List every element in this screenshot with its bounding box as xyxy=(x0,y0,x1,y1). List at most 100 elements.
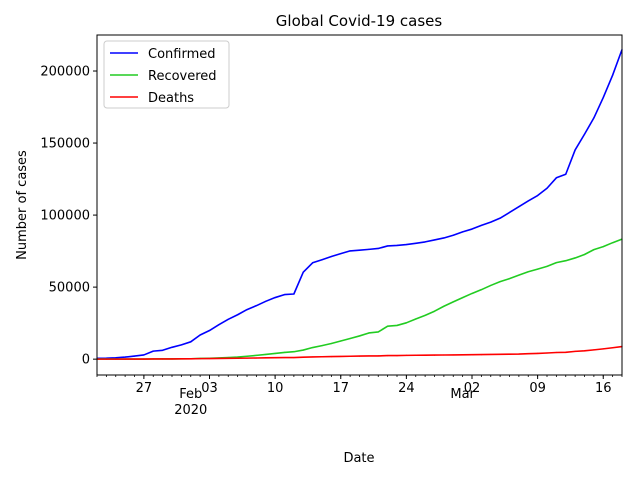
x-tick-label: 17 xyxy=(332,381,349,396)
chart-title: Global Covid-19 cases xyxy=(276,12,443,30)
x-tick-label: 09 xyxy=(529,381,546,396)
data-point-deaths xyxy=(227,357,229,359)
data-point-deaths xyxy=(208,357,211,360)
x-tick-label: 27 xyxy=(136,381,153,396)
data-point-deaths xyxy=(480,354,482,356)
x-tick-label: 24 xyxy=(398,381,415,396)
legend-label-deaths: Deaths xyxy=(148,91,194,106)
data-point-deaths xyxy=(265,357,267,359)
data-point-recovered xyxy=(387,325,389,327)
data-point-deaths xyxy=(283,356,286,359)
data-point-recovered xyxy=(518,274,520,276)
data-point-confirmed xyxy=(368,248,370,250)
data-point-deaths xyxy=(358,355,361,357)
data-point-confirmed xyxy=(340,253,342,255)
data-point-deaths xyxy=(377,355,379,357)
x-tick-label: 02 xyxy=(464,381,481,396)
data-point-confirmed xyxy=(462,231,464,233)
data-point-deaths xyxy=(105,358,107,360)
x-tick-label: 03 xyxy=(201,381,218,396)
data-point-recovered xyxy=(237,356,239,358)
data-point-recovered xyxy=(433,310,436,312)
data-point-recovered xyxy=(508,278,511,280)
data-point-recovered xyxy=(499,281,501,283)
data-point-recovered xyxy=(340,340,342,342)
data-point-recovered xyxy=(555,262,557,264)
data-point-deaths xyxy=(415,354,417,356)
data-point-deaths xyxy=(490,353,492,356)
data-point-deaths xyxy=(312,356,314,358)
data-point-confirmed xyxy=(190,341,192,343)
data-point-deaths xyxy=(246,357,248,359)
data-point-recovered xyxy=(312,346,314,349)
data-point-recovered xyxy=(471,292,473,295)
data-point-confirmed xyxy=(527,200,529,202)
data-point-confirmed xyxy=(565,173,567,175)
data-point-confirmed xyxy=(162,349,164,351)
data-point-recovered xyxy=(321,345,323,347)
data-point-confirmed xyxy=(152,350,154,352)
x-axis-title: Date xyxy=(343,451,374,466)
data-point-recovered xyxy=(452,301,454,303)
legend-label-recovered: Recovered xyxy=(148,69,217,84)
data-point-deaths xyxy=(171,358,173,360)
data-point-recovered xyxy=(415,318,417,320)
data-point-deaths xyxy=(180,358,182,360)
data-point-deaths xyxy=(368,355,370,357)
data-point-confirmed xyxy=(293,293,295,295)
data-point-recovered xyxy=(274,352,276,355)
data-point-confirmed xyxy=(255,305,257,307)
data-point-confirmed xyxy=(377,247,379,250)
data-point-deaths xyxy=(602,348,604,350)
data-point-recovered xyxy=(246,355,248,357)
data-point-deaths xyxy=(190,358,192,360)
data-point-deaths xyxy=(237,357,239,359)
data-point-recovered xyxy=(377,331,379,333)
data-point-confirmed xyxy=(508,211,511,214)
y-axis: 0 50000 100000 150000 200000 xyxy=(40,65,97,368)
data-point-deaths xyxy=(143,358,145,360)
data-point-deaths xyxy=(152,358,154,360)
data-point-deaths xyxy=(518,353,520,355)
data-point-deaths xyxy=(583,350,586,352)
data-point-confirmed xyxy=(133,355,136,357)
data-point-confirmed xyxy=(302,271,304,273)
data-point-confirmed xyxy=(227,318,229,320)
data-point-recovered xyxy=(255,354,257,356)
data-point-confirmed xyxy=(180,344,182,346)
x-month-label: Mar xyxy=(450,387,475,402)
data-point-recovered xyxy=(302,349,304,351)
data-point-recovered xyxy=(368,332,370,334)
data-point-deaths xyxy=(199,358,201,360)
data-point-confirmed xyxy=(574,149,576,151)
data-point-confirmed xyxy=(283,294,286,296)
x-tick-label: 10 xyxy=(267,381,284,396)
data-point-confirmed xyxy=(405,243,407,246)
data-point-recovered xyxy=(490,284,492,287)
data-point-recovered xyxy=(424,314,426,316)
data-point-confirmed xyxy=(265,300,267,302)
y-tick-label: 100000 xyxy=(40,209,90,224)
data-point-confirmed xyxy=(312,262,314,264)
data-point-recovered xyxy=(283,351,286,354)
data-point-deaths xyxy=(508,353,511,355)
data-point-deaths xyxy=(433,354,436,356)
data-point-confirmed xyxy=(143,354,145,356)
data-point-recovered xyxy=(330,342,332,345)
data-point-deaths xyxy=(452,354,454,356)
data-point-confirmed xyxy=(555,177,557,179)
data-point-confirmed xyxy=(452,234,454,236)
data-point-deaths xyxy=(462,354,464,356)
data-point-deaths xyxy=(396,355,398,357)
data-point-confirmed xyxy=(433,239,436,241)
data-point-recovered xyxy=(537,268,539,270)
data-point-confirmed xyxy=(218,324,220,326)
data-point-confirmed xyxy=(358,249,361,251)
data-point-confirmed xyxy=(321,259,323,261)
data-point-deaths xyxy=(405,354,407,356)
data-point-confirmed xyxy=(171,346,173,348)
data-point-confirmed xyxy=(208,329,211,332)
data-point-confirmed xyxy=(537,194,539,197)
